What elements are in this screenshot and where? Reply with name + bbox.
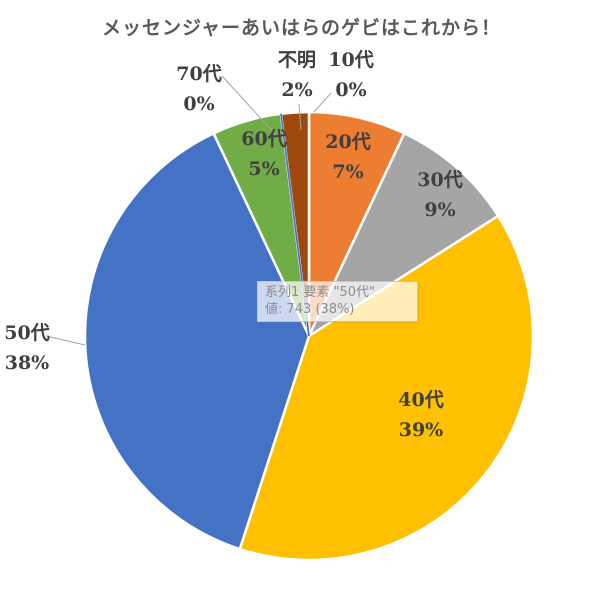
leader-line-10s — [313, 92, 332, 113]
pie-slice-50s[interactable] — [83, 131, 311, 551]
slice-label-category: 不明 — [277, 49, 317, 71]
slice-label-percent: 7% — [332, 161, 364, 183]
slice-label-percent: 9% — [424, 199, 456, 221]
slice-label-percent: 0% — [183, 93, 215, 115]
tooltip-value-line: 値: 743 (38%) — [265, 302, 355, 317]
pie-slice-40s[interactable] — [238, 214, 535, 562]
tooltip-series-line: 系列1 要素 "50代" — [265, 285, 376, 300]
slice-label-category: 40代 — [398, 389, 444, 411]
slice-label-percent: 5% — [248, 158, 280, 180]
slice-label-40s: 40代 39% — [398, 385, 443, 445]
leader-line-50s — [45, 335, 86, 346]
slice-label-percent: 38% — [4, 352, 50, 374]
chart-tooltip: 系列1 要素 "50代" 値: 743 (38%) — [257, 281, 418, 322]
slice-label-category: 50代 — [4, 322, 50, 344]
slice-label-60s: 60代 5% — [241, 124, 286, 184]
slice-label-10s: 10代 0% — [328, 45, 373, 105]
slice-label-unknown: 不明 2% — [278, 45, 316, 105]
slice-label-category: 30代 — [417, 169, 463, 191]
slice-label-category: 70代 — [176, 63, 222, 85]
slice-label-20s: 20代 7% — [325, 127, 370, 187]
slice-label-70s: 70代 0% — [176, 59, 221, 119]
chart-title[interactable]: メッセンジャーあいはらのゲビはこれから！ — [101, 17, 502, 39]
slice-label-percent: 2% — [281, 79, 313, 101]
slice-label-percent: 0% — [335, 79, 367, 101]
slice-label-category: 60代 — [241, 128, 287, 150]
slice-label-category: 20代 — [325, 131, 371, 153]
slice-label-30s: 30代 9% — [417, 165, 462, 225]
slice-label-category: 10代 — [328, 49, 374, 71]
slice-label-percent: 39% — [398, 419, 444, 441]
leader-line-unknown — [298, 103, 302, 131]
leader-line-70s — [221, 75, 288, 148]
slice-label-50s: 50代 38% — [4, 318, 49, 378]
